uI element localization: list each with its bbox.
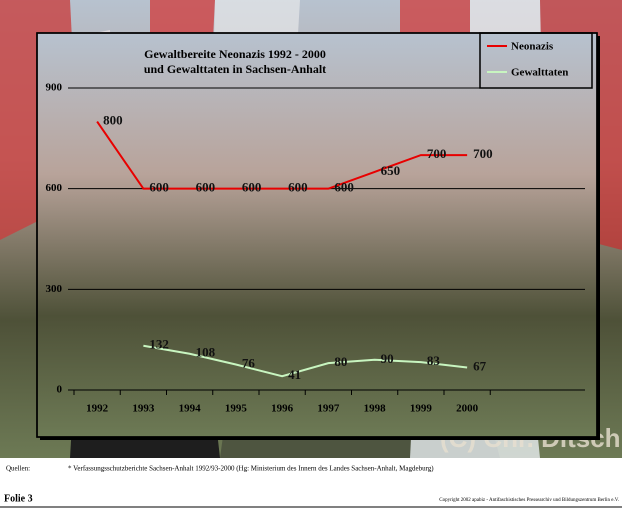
data-label: 600 — [149, 180, 169, 195]
y-tick-label: 900 — [46, 82, 63, 94]
x-tick-label: 1999 — [410, 403, 433, 415]
x-tick-label: 1992 — [86, 403, 109, 415]
data-label: 108 — [196, 345, 216, 360]
data-label: 67 — [473, 359, 487, 374]
data-label: 650 — [381, 163, 401, 178]
legend-label: Gewalttaten — [511, 67, 568, 79]
y-tick-label: 0 — [57, 384, 63, 396]
y-tick-label: 300 — [46, 283, 63, 295]
x-tick-label: 1995 — [225, 403, 248, 415]
sources: * Verfassungsschutzberichte Sachsen-Anha… — [68, 465, 434, 473]
data-label: 600 — [288, 180, 308, 195]
x-tick-label: 1996 — [271, 403, 294, 415]
series-line — [96, 120, 468, 190]
data-label: 800 — [103, 113, 123, 128]
data-label: 41 — [288, 367, 301, 382]
data-label: 83 — [427, 353, 441, 368]
series-line — [143, 344, 468, 378]
data-label: 80 — [334, 354, 347, 369]
data-label: 600 — [196, 180, 216, 195]
data-label: 700 — [473, 146, 493, 161]
legend-label: Neonazis — [511, 41, 554, 53]
chart-title: Gewaltbereite Neonazis 1992 - 2000 — [144, 47, 326, 61]
chart-title: und Gewalttaten in Sachsen-Anhalt — [144, 62, 326, 76]
x-tick-label: 1997 — [317, 403, 340, 415]
x-tick-label: 2000 — [456, 403, 479, 415]
chart-frame — [36, 32, 598, 438]
legend-box — [479, 32, 593, 89]
chart-border — [36, 32, 598, 438]
x-tick-label: 1993 — [132, 403, 155, 415]
data-label: 90 — [381, 351, 394, 366]
x-tick-label: 1994 — [179, 403, 202, 415]
x-tick-label: 1998 — [364, 403, 387, 415]
data-label: 600 — [334, 180, 354, 195]
data-label: 700 — [427, 146, 447, 161]
slide-number: Folie 3 — [4, 493, 33, 504]
data-label: 132 — [149, 337, 169, 352]
data-label: 76 — [242, 355, 256, 370]
copyright: Copyright 2002 apabiz - Antifaschistisch… — [439, 498, 619, 503]
data-label: 600 — [242, 180, 262, 195]
sources-label: Quellen: — [6, 465, 30, 473]
y-tick-label: 600 — [46, 182, 63, 194]
